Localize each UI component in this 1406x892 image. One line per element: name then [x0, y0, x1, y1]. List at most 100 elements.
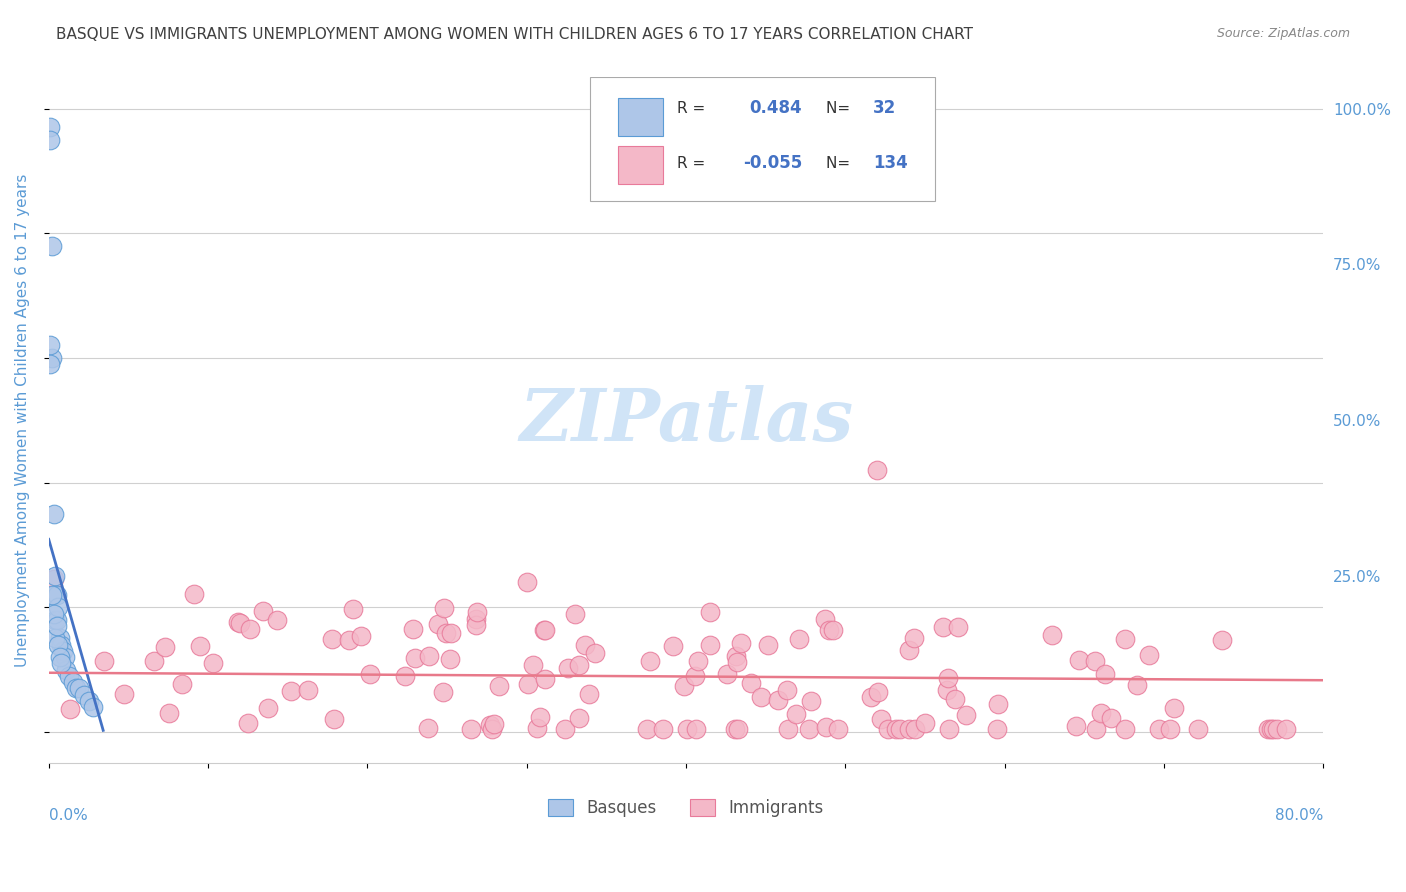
Point: [73, 688, 96, 702]
Point: [583, 646, 606, 660]
Point: [943, 691, 966, 706]
Point: [638, 654, 661, 668]
Point: [904, 722, 927, 736]
Point: [337, 633, 360, 648]
Point: [516, 575, 538, 590]
Point: [1257, 722, 1279, 736]
Point: [1126, 678, 1149, 692]
Point: [49, 650, 72, 665]
Point: [481, 722, 503, 736]
Point: [394, 669, 416, 683]
Point: [903, 631, 925, 645]
Point: [93, 654, 115, 668]
Point: [662, 640, 685, 654]
Point: [65, 681, 87, 696]
Point: [699, 605, 721, 619]
Point: [814, 612, 837, 626]
Point: [936, 683, 959, 698]
Point: [568, 657, 591, 672]
Point: [266, 613, 288, 627]
Point: [1147, 722, 1170, 736]
Point: [676, 722, 699, 736]
Point: [39, 133, 62, 147]
Point: [1090, 706, 1112, 720]
Text: 134: 134: [873, 154, 908, 172]
Point: [44, 569, 66, 583]
Point: [465, 617, 488, 632]
Point: [1114, 722, 1136, 736]
Point: [724, 649, 747, 664]
Point: [578, 687, 600, 701]
Point: [889, 722, 911, 736]
Point: [188, 639, 211, 653]
Point: [42, 507, 65, 521]
Point: [866, 685, 889, 699]
Point: [766, 692, 789, 706]
Point: [426, 616, 449, 631]
Point: [77, 694, 100, 708]
Point: [183, 587, 205, 601]
Point: [884, 722, 907, 736]
Text: ZIPatlas: ZIPatlas: [519, 384, 853, 456]
Point: [58, 669, 80, 683]
Point: [574, 639, 596, 653]
Point: [946, 620, 969, 634]
Point: [1094, 666, 1116, 681]
Point: [41, 351, 63, 365]
Point: [39, 338, 62, 352]
Point: [51, 638, 73, 652]
Point: [439, 652, 461, 666]
Point: [1069, 653, 1091, 667]
Text: R =: R =: [678, 155, 710, 170]
Point: [1114, 632, 1136, 646]
Point: [529, 710, 551, 724]
Point: [59, 702, 82, 716]
Point: [517, 677, 540, 691]
Point: [434, 626, 457, 640]
Point: [239, 622, 262, 636]
Point: [45, 588, 67, 602]
Point: [322, 712, 344, 726]
Point: [49, 632, 72, 646]
Text: 0.484: 0.484: [749, 99, 803, 117]
Point: [402, 623, 425, 637]
Point: [1274, 722, 1296, 736]
Point: [797, 722, 820, 736]
Point: [39, 357, 62, 371]
Point: [898, 643, 921, 657]
Point: [257, 700, 280, 714]
Point: [44, 632, 66, 646]
Point: [699, 638, 721, 652]
Point: [1084, 722, 1107, 736]
Point: [46, 638, 69, 652]
Point: [112, 687, 135, 701]
Point: [557, 661, 579, 675]
Y-axis label: Unemployment Among Women with Children Ages 6 to 17 years: Unemployment Among Women with Children A…: [15, 174, 30, 667]
Point: [932, 620, 955, 634]
Point: [683, 669, 706, 683]
Text: 80.0%: 80.0%: [1275, 807, 1323, 822]
Point: [1265, 722, 1288, 736]
Point: [938, 722, 960, 736]
Point: [1137, 648, 1160, 662]
Point: [229, 616, 252, 631]
Point: [359, 666, 381, 681]
Point: [440, 626, 463, 640]
Point: [785, 706, 807, 721]
Point: [716, 666, 738, 681]
Point: [1040, 628, 1063, 642]
Point: [39, 120, 62, 135]
Point: [1084, 654, 1107, 668]
Point: [404, 651, 426, 665]
Point: [488, 680, 510, 694]
Text: Source: ZipAtlas.com: Source: ZipAtlas.com: [1216, 27, 1350, 40]
Point: [432, 685, 454, 699]
Point: [153, 640, 176, 655]
Point: [52, 644, 75, 658]
Point: [157, 706, 180, 720]
Point: [479, 718, 502, 732]
Bar: [619, 146, 664, 184]
Point: [67, 681, 90, 696]
Point: [686, 654, 709, 668]
Point: [45, 613, 67, 627]
